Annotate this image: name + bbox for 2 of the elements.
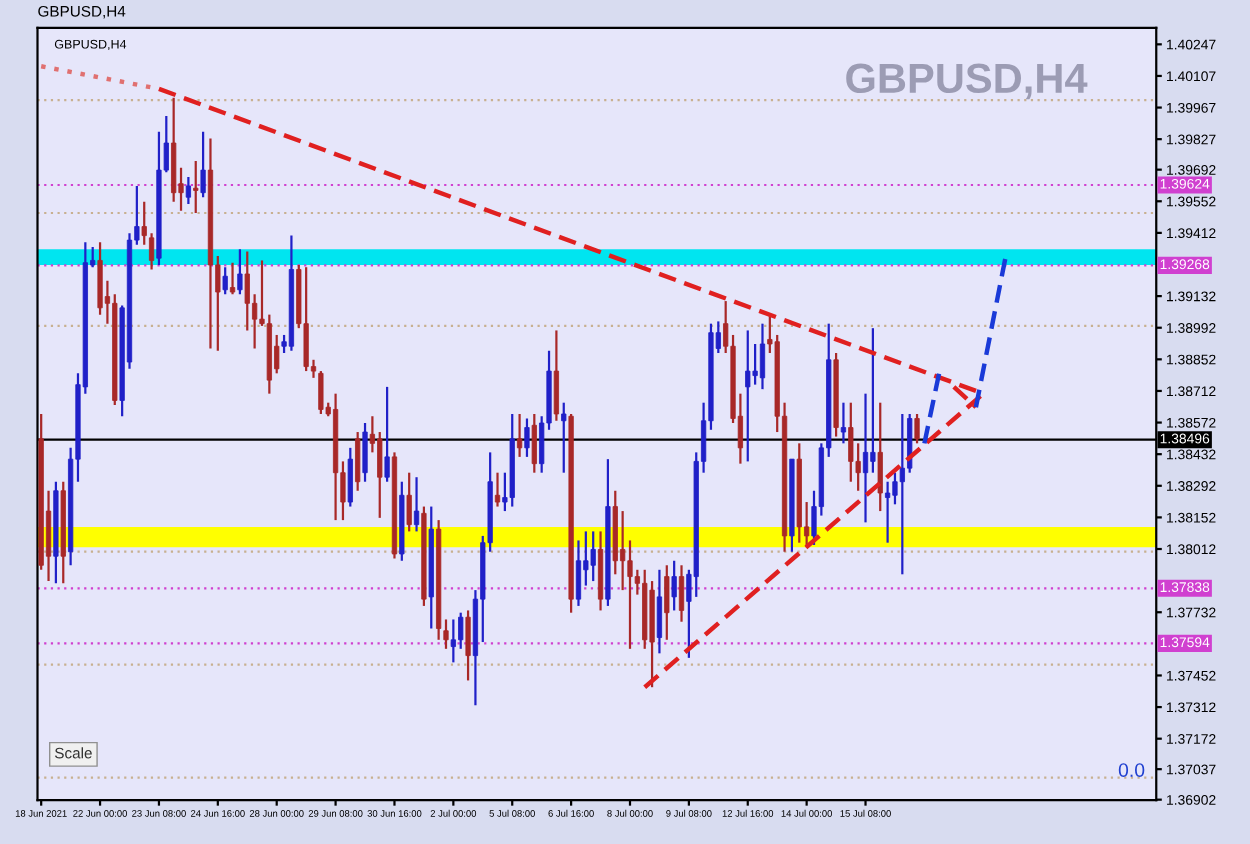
annotation: GBPUSD,H4 [846, 63, 1088, 100]
annotation: 0.0 [1118, 763, 1145, 777]
